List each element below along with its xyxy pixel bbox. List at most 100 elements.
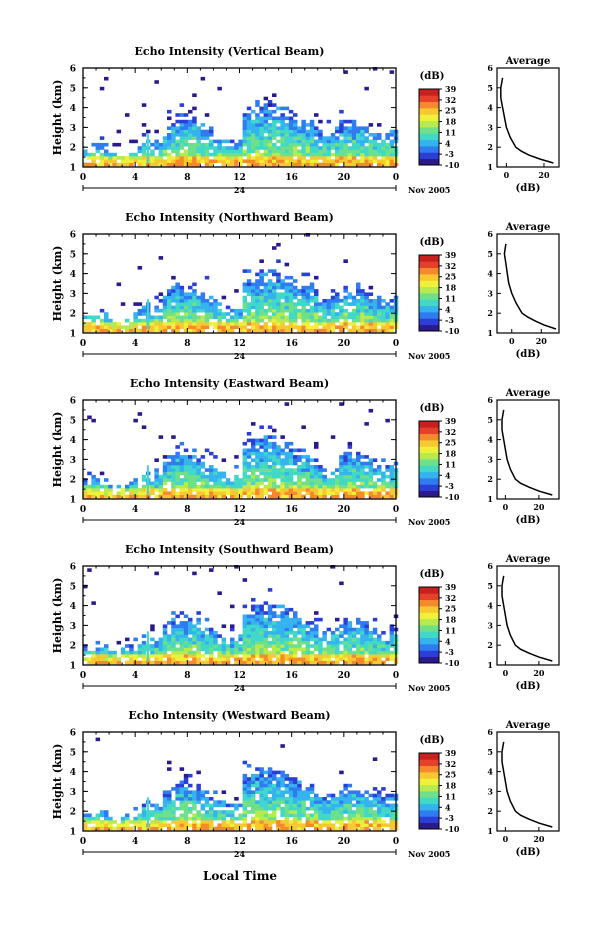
heatmap-cell: [372, 657, 378, 661]
heatmap-cell: [162, 455, 168, 459]
heatmap-cell: [318, 465, 323, 469]
heatmap-cell: [192, 93, 197, 97]
heatmap-cell: [217, 328, 222, 333]
colorbar-frame: [418, 254, 440, 332]
heatmap-cell: [343, 302, 348, 306]
heatmap-cell: [137, 820, 143, 824]
heatmap-cell: [204, 474, 210, 479]
heatmap-cell: [309, 474, 315, 479]
heatmap-cell: [339, 129, 344, 134]
heatmap-cell: [175, 640, 180, 645]
heatmap-cell: [196, 800, 201, 804]
heatmap-cell: [167, 146, 172, 150]
heatmap-cell: [389, 308, 395, 313]
heatmap-cell: [255, 282, 260, 287]
heatmap-cell: [305, 133, 311, 137]
heatmap-cell: [272, 637, 277, 642]
heatmap-cell: [162, 474, 168, 479]
heatmap-cell: [280, 793, 285, 798]
heatmap-cell: [330, 146, 336, 150]
heatmap-cell: [196, 826, 201, 831]
heatmap-cell: [389, 793, 395, 798]
heatmap-cell: [339, 481, 344, 486]
heatmap-cell: [188, 308, 193, 313]
heatmap-cell: [221, 458, 227, 462]
heatmap-cell: [377, 159, 382, 163]
heatmap-cell: [255, 491, 260, 495]
heatmap-cell: [179, 631, 185, 635]
heatmap-cell: [272, 455, 277, 459]
heatmap-cell: [305, 136, 311, 140]
heatmap-cell: [364, 826, 369, 831]
heatmap-cell: [242, 760, 248, 765]
heatmap-cell: [368, 660, 374, 665]
heatmap-cell: [137, 162, 143, 167]
heatmap-cell: [309, 299, 315, 303]
heatmap-cell: [280, 797, 285, 801]
heatmap-cell: [171, 624, 176, 628]
heatmap-cell: [158, 149, 164, 154]
heatmap-cell: [242, 123, 248, 127]
heatmap-cell: [213, 803, 218, 808]
heatmap-cell: [234, 289, 239, 293]
heatmap-cell: [204, 468, 210, 472]
heatmap-cell: [200, 478, 206, 482]
colorbar-swatch: [419, 108, 439, 115]
heatmap-cell: [280, 813, 285, 818]
heatmap-cell: [351, 657, 357, 661]
heatmap-cell: [246, 461, 252, 466]
heatmap-cell: [272, 614, 277, 619]
heatmap-cell: [158, 308, 164, 313]
heatmap-cell: [284, 614, 290, 619]
heatmap-cell: [263, 126, 269, 130]
heatmap-cell: [267, 611, 273, 615]
heatmap-cell: [99, 494, 105, 499]
heatmap-cell: [377, 328, 382, 333]
heatmap-cell: [267, 162, 273, 167]
heatmap-cell: [284, 308, 290, 313]
heatmap-cell: [368, 318, 374, 323]
heatmap-cell: [87, 491, 92, 495]
heatmap-cell: [188, 302, 193, 306]
heatmap-cell: [183, 315, 189, 320]
heatmap-cell: [263, 299, 269, 303]
heatmap-cell: [183, 624, 189, 628]
heatmap-cell: [284, 790, 290, 794]
heatmap-cell: [360, 295, 365, 300]
heatmap-cell: [314, 806, 319, 811]
heatmap-cell: [389, 634, 395, 638]
heatmap-cell: [330, 644, 336, 648]
heatmap-cell: [263, 272, 269, 277]
heatmap-cell: [133, 322, 138, 326]
heatmap-cell: [230, 604, 235, 609]
heatmap-cell: [251, 133, 256, 137]
heatmap-cell: [347, 315, 353, 320]
heatmap-cell: [209, 315, 214, 320]
heatmap-cell: [314, 328, 319, 333]
heatmap-cell: [183, 152, 189, 157]
heatmap-cell: [251, 488, 256, 492]
heatmap-cell: [251, 797, 256, 801]
heatmap-cell: [263, 142, 269, 147]
date-label: Nov 2005: [408, 849, 450, 859]
heatmap-cell: [251, 295, 256, 300]
heatmap-cell: [204, 657, 210, 661]
heatmap-cell: [389, 299, 395, 303]
heatmap-cell: [171, 488, 176, 492]
heatmap-cell: [339, 770, 344, 775]
heatmap-cell: [179, 305, 185, 310]
average-y-tick-label: 6: [487, 561, 493, 571]
average-x-label: (dB): [516, 183, 541, 194]
heatmap-cell: [204, 823, 210, 827]
heatmap-cell: [230, 644, 235, 648]
heatmap-cell: [318, 644, 323, 648]
colorbar-swatch: [419, 599, 439, 607]
heatmap-cell: [330, 308, 336, 313]
heatmap-cell: [335, 654, 340, 658]
x-tick-label: 0: [393, 339, 399, 349]
heatmap-cell: [91, 474, 96, 479]
heatmap-cell: [104, 328, 109, 333]
heatmap-cell: [221, 826, 227, 831]
heatmap-cell: [293, 484, 298, 489]
heatmap-cell: [171, 474, 176, 479]
